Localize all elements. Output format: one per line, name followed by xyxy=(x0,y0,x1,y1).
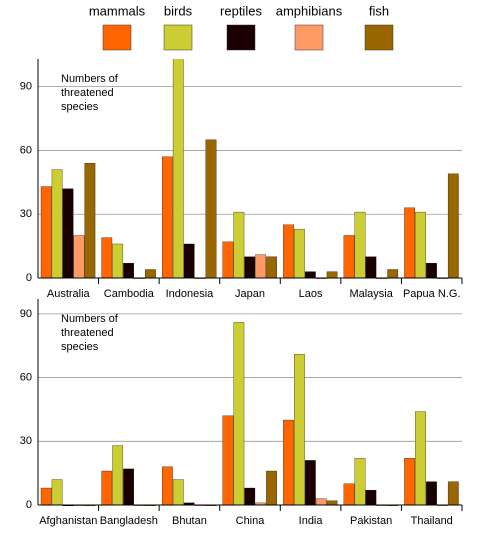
annotation: Numbers of xyxy=(61,73,119,85)
x-tick-label: Thailand xyxy=(411,515,453,527)
bar xyxy=(404,207,415,279)
bar xyxy=(161,466,173,506)
annotation: threatened xyxy=(61,87,114,99)
y-tick-label: 60 xyxy=(20,371,32,383)
x-tick-label: Cambodia xyxy=(104,288,155,300)
bar xyxy=(387,269,399,279)
bar xyxy=(315,498,327,506)
legend-swatch xyxy=(226,24,256,51)
bar xyxy=(123,262,134,279)
bar xyxy=(447,481,459,506)
legend-swatch xyxy=(364,24,394,51)
bar xyxy=(183,243,195,279)
legend-swatch xyxy=(294,24,324,51)
bar xyxy=(343,235,355,279)
bar xyxy=(255,254,267,279)
bar xyxy=(266,256,277,279)
y-tick-label: 0 xyxy=(26,272,32,284)
bar xyxy=(101,237,113,279)
bar xyxy=(73,235,85,279)
annotation: species xyxy=(61,101,99,113)
y-tick-label: 90 xyxy=(20,308,32,320)
bar xyxy=(415,211,426,279)
y-tick-label: 60 xyxy=(20,144,32,156)
x-tick-label: Pakistan xyxy=(350,515,392,527)
bar xyxy=(62,188,74,279)
y-tick-label: 30 xyxy=(20,208,32,220)
bar xyxy=(161,156,173,279)
bar xyxy=(354,211,366,279)
x-tick-label: Afghanistan xyxy=(39,515,97,527)
bar xyxy=(101,470,113,506)
legend-swatch xyxy=(163,24,193,51)
bar xyxy=(304,460,316,506)
bar xyxy=(222,415,234,506)
y-tick-label: 90 xyxy=(20,81,32,93)
bar xyxy=(244,487,256,506)
bar xyxy=(40,487,52,506)
bar xyxy=(343,483,355,506)
bar xyxy=(266,470,277,506)
bar xyxy=(40,186,52,279)
x-tick-label: Bhutan xyxy=(172,515,207,527)
bar xyxy=(404,458,415,506)
bar xyxy=(415,411,426,506)
x-tick-label: Malaysia xyxy=(349,288,393,300)
plot xyxy=(40,322,459,506)
bar xyxy=(326,500,338,506)
legend-label: birds xyxy=(164,3,193,18)
y-tick-label: 0 xyxy=(26,499,32,511)
legend-swatch xyxy=(102,24,132,51)
bar xyxy=(172,59,184,279)
annotation: species xyxy=(61,341,99,353)
legend-label: fish xyxy=(369,3,389,18)
bar xyxy=(447,173,459,279)
annotation: Numbers of xyxy=(61,313,119,325)
bar xyxy=(365,256,377,279)
x-tick-label: Laos xyxy=(299,288,323,300)
x-tick-label: India xyxy=(299,515,324,527)
x-tick-label: Indonesia xyxy=(166,288,215,300)
bar xyxy=(294,354,305,506)
bar xyxy=(51,169,63,279)
legend-label: amphibians xyxy=(276,3,343,18)
bar xyxy=(112,243,124,279)
bar xyxy=(222,241,234,279)
bar xyxy=(283,419,294,506)
bar xyxy=(84,163,96,279)
bar xyxy=(294,228,305,279)
legend-label: reptiles xyxy=(220,3,262,18)
bar xyxy=(51,479,63,506)
bar xyxy=(112,445,124,506)
x-tick-label: Japan xyxy=(235,288,265,300)
y-tick-label: 30 xyxy=(20,435,32,447)
bar xyxy=(304,271,316,279)
bar xyxy=(283,224,294,279)
bar xyxy=(123,468,134,506)
x-tick-label: China xyxy=(236,515,266,527)
annotation: threatened xyxy=(61,327,114,339)
bar xyxy=(205,139,217,279)
bar xyxy=(326,271,338,279)
bar xyxy=(145,269,156,279)
bar xyxy=(365,489,377,506)
bar xyxy=(426,481,437,506)
bar xyxy=(233,322,245,506)
bar xyxy=(172,479,184,506)
bar xyxy=(244,256,256,279)
plot xyxy=(40,59,459,279)
x-tick-label: Bangladesh xyxy=(100,515,158,527)
legend-label: mammals xyxy=(89,3,146,18)
bar xyxy=(354,458,366,506)
bar xyxy=(426,262,437,279)
bar xyxy=(233,211,245,279)
x-tick-label: Australia xyxy=(47,288,91,300)
x-tick-label: Papua N.G. xyxy=(403,288,460,300)
